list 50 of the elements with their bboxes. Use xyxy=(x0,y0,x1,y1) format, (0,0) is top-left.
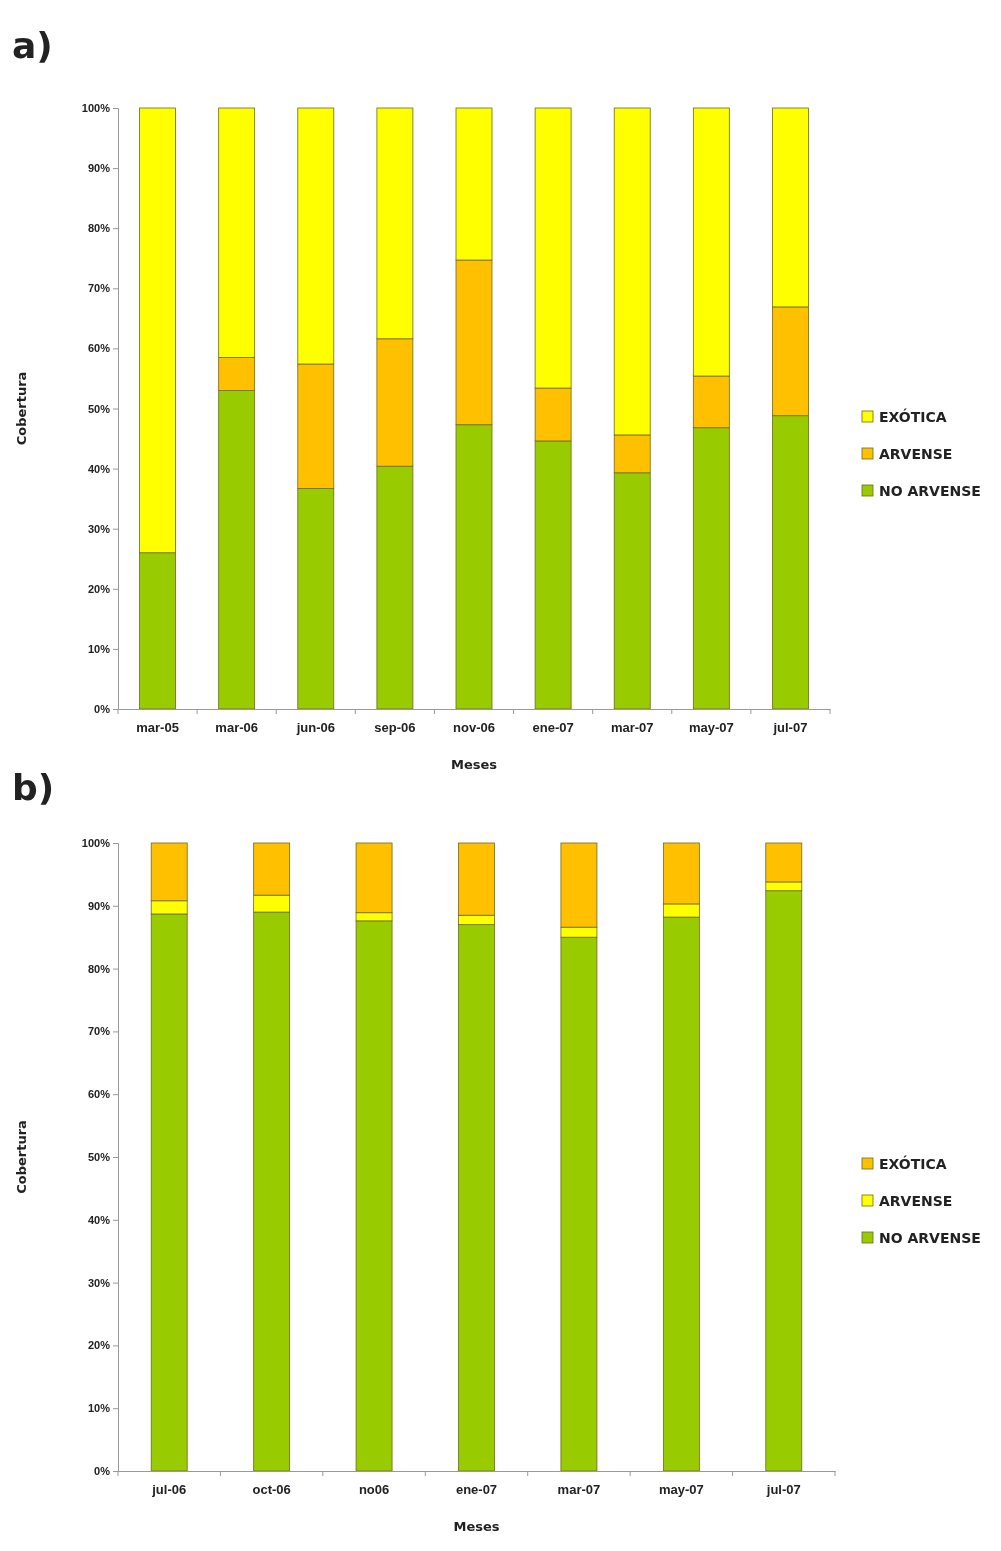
y-tick-label: 0% xyxy=(94,703,111,716)
y-tick-label: 70% xyxy=(87,1025,111,1038)
x-tick-label: jul-07 xyxy=(772,720,808,736)
y-tick-label: 20% xyxy=(87,1339,111,1352)
y-tick-label: 100% xyxy=(81,102,111,115)
chart-title: b) xyxy=(12,767,55,808)
x-tick-label: jul-07 xyxy=(765,1482,801,1498)
y-tick-label: 70% xyxy=(87,282,111,295)
x-tick-label: mar-07 xyxy=(610,720,654,736)
y-tick-label: 0% xyxy=(94,1465,111,1478)
y-tick-label: 10% xyxy=(87,642,111,655)
x-tick-label: oct-06 xyxy=(252,1482,291,1498)
x-tick-label: may-07 xyxy=(688,720,734,736)
y-tick-label: 50% xyxy=(87,402,111,415)
y-axis-title: Cobertura xyxy=(14,371,29,446)
y-axis-title: Cobertura xyxy=(14,1120,29,1194)
x-tick-label: mar-05 xyxy=(136,720,179,736)
chart-title: a) xyxy=(12,25,53,66)
y-tick-label: 100% xyxy=(81,837,111,850)
y-tick-label: 30% xyxy=(87,522,111,535)
legend-label: ARVENSE xyxy=(879,446,953,462)
legend-label: NO ARVENSE xyxy=(879,483,981,499)
y-tick-label: 20% xyxy=(87,582,111,595)
y-tick-label: 10% xyxy=(87,1402,111,1415)
x-tick-label: ene-07 xyxy=(532,720,574,736)
y-tick-label: 60% xyxy=(87,342,111,355)
x-tick-label: no06 xyxy=(358,1482,390,1498)
legend-label: NO ARVENSE xyxy=(879,1230,981,1246)
y-tick-label: 60% xyxy=(87,1088,111,1101)
x-tick-label: jul-06 xyxy=(151,1482,187,1498)
y-tick-label: 80% xyxy=(87,962,111,975)
y-tick-label: 40% xyxy=(87,1213,111,1226)
y-tick-label: 30% xyxy=(87,1276,111,1289)
y-tick-label: 40% xyxy=(87,462,111,475)
y-tick-label: 90% xyxy=(87,899,111,912)
x-tick-label: nov-06 xyxy=(453,720,495,736)
x-tick-label: mar-06 xyxy=(215,720,258,736)
x-tick-label: may-07 xyxy=(658,1482,704,1498)
x-axis-title: Meses xyxy=(453,1519,500,1534)
y-tick-label: 80% xyxy=(87,222,111,235)
legend-label: EXÓTICA xyxy=(879,1155,947,1172)
x-tick-label: ene-07 xyxy=(455,1482,498,1498)
legend-label: ARVENSE xyxy=(879,1193,953,1209)
y-tick-label: 50% xyxy=(87,1151,111,1164)
y-tick-label: 90% xyxy=(87,162,111,175)
x-tick-label: jun-06 xyxy=(295,720,335,736)
x-tick-label: mar-07 xyxy=(557,1482,601,1498)
legend-label: EXÓTICA xyxy=(879,408,947,425)
x-axis-title: Meses xyxy=(450,757,498,772)
x-tick-label: sep-06 xyxy=(374,720,416,736)
